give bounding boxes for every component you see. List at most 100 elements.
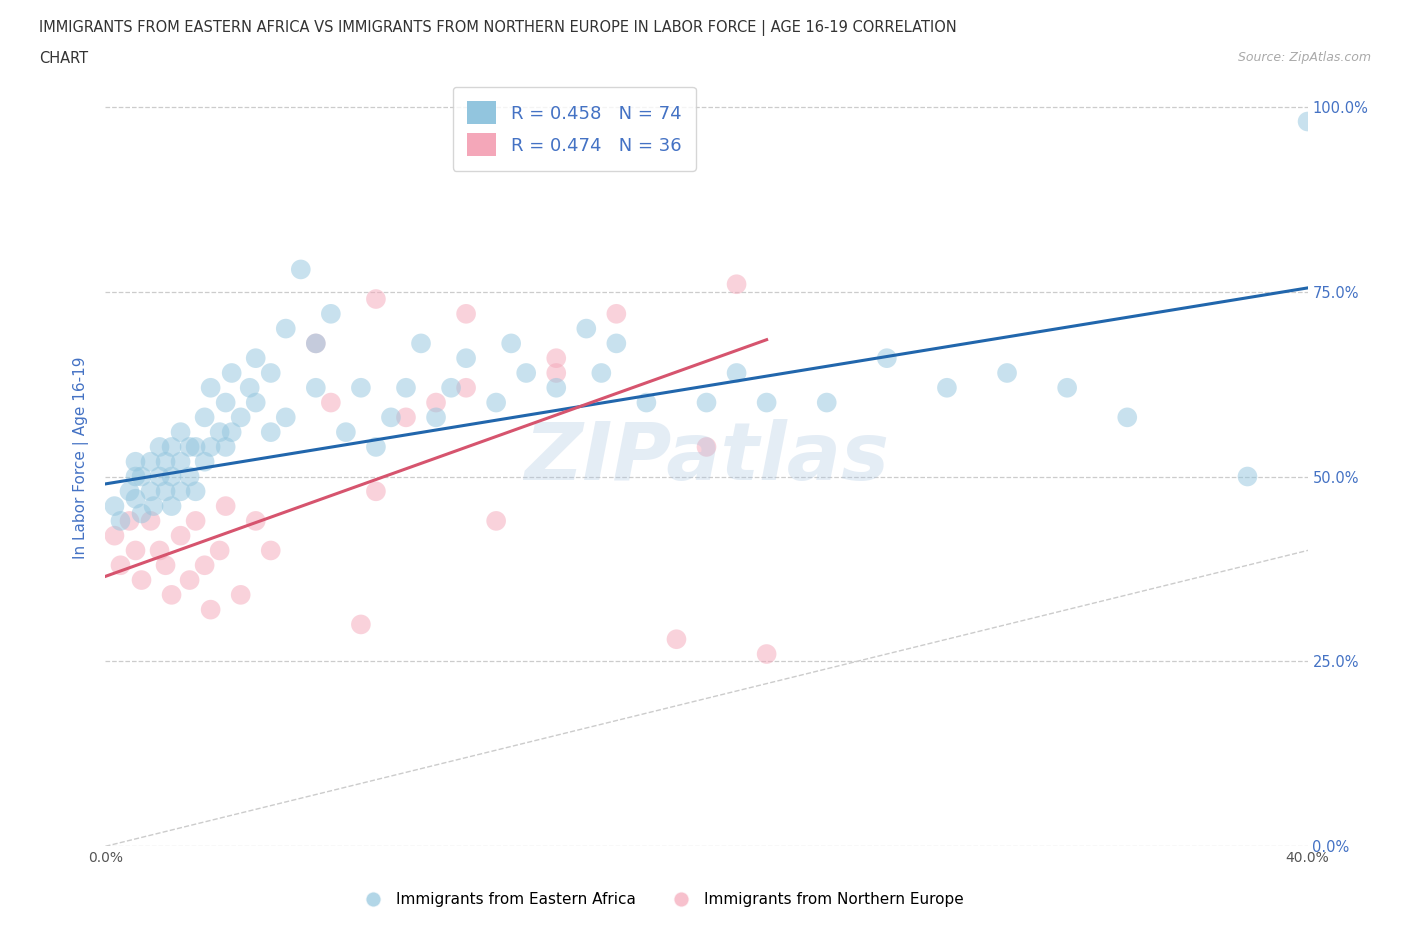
Legend: Immigrants from Eastern Africa, Immigrants from Northern Europe: Immigrants from Eastern Africa, Immigran… bbox=[352, 886, 970, 913]
Point bbox=[208, 425, 231, 440]
Point bbox=[335, 425, 357, 440]
Point bbox=[179, 440, 201, 455]
Point bbox=[148, 543, 170, 558]
Point bbox=[124, 491, 146, 506]
Point bbox=[305, 336, 328, 351]
Point bbox=[103, 498, 125, 513]
Point bbox=[350, 380, 373, 395]
Point bbox=[184, 513, 207, 528]
Point bbox=[142, 498, 165, 513]
Point bbox=[169, 454, 191, 469]
Text: CHART: CHART bbox=[39, 51, 89, 66]
Point bbox=[454, 306, 477, 321]
Point bbox=[546, 351, 568, 365]
Point bbox=[696, 440, 718, 455]
Point bbox=[118, 484, 141, 498]
Point bbox=[364, 440, 387, 455]
Point bbox=[260, 543, 283, 558]
Point bbox=[440, 380, 463, 395]
Y-axis label: In Labor Force | Age 16-19: In Labor Force | Age 16-19 bbox=[73, 357, 90, 559]
Point bbox=[274, 321, 297, 336]
Point bbox=[319, 395, 342, 410]
Point bbox=[200, 603, 222, 618]
Point bbox=[221, 365, 243, 380]
Point bbox=[179, 573, 201, 588]
Point bbox=[179, 469, 201, 484]
Point bbox=[208, 543, 231, 558]
Text: IMMIGRANTS FROM EASTERN AFRICA VS IMMIGRANTS FROM NORTHERN EUROPE IN LABOR FORCE: IMMIGRANTS FROM EASTERN AFRICA VS IMMIGR… bbox=[39, 20, 957, 36]
Point bbox=[131, 573, 153, 588]
Point bbox=[148, 469, 170, 484]
Point bbox=[194, 410, 217, 425]
Point bbox=[319, 306, 342, 321]
Point bbox=[214, 498, 236, 513]
Point bbox=[305, 380, 328, 395]
Point bbox=[591, 365, 613, 380]
Point bbox=[260, 425, 283, 440]
Point bbox=[169, 484, 191, 498]
Point bbox=[155, 558, 177, 573]
Point bbox=[103, 528, 125, 543]
Point bbox=[200, 380, 222, 395]
Point bbox=[229, 588, 252, 603]
Point bbox=[139, 513, 162, 528]
Point bbox=[485, 513, 508, 528]
Point bbox=[110, 558, 132, 573]
Point bbox=[1056, 380, 1078, 395]
Text: Source: ZipAtlas.com: Source: ZipAtlas.com bbox=[1237, 51, 1371, 64]
Point bbox=[118, 513, 141, 528]
Point bbox=[1296, 114, 1319, 129]
Point bbox=[139, 454, 162, 469]
Point bbox=[260, 365, 283, 380]
Point bbox=[148, 440, 170, 455]
Point bbox=[725, 365, 748, 380]
Legend: R = 0.458   N = 74, R = 0.474   N = 36: R = 0.458 N = 74, R = 0.474 N = 36 bbox=[453, 86, 696, 171]
Point bbox=[155, 454, 177, 469]
Point bbox=[290, 262, 312, 277]
Point bbox=[454, 380, 477, 395]
Point bbox=[245, 351, 267, 365]
Point bbox=[1236, 469, 1258, 484]
Point bbox=[755, 646, 778, 661]
Point bbox=[454, 351, 477, 365]
Point bbox=[124, 543, 146, 558]
Point bbox=[936, 380, 959, 395]
Point bbox=[155, 484, 177, 498]
Point bbox=[214, 440, 236, 455]
Point bbox=[229, 410, 252, 425]
Point bbox=[184, 484, 207, 498]
Point bbox=[169, 528, 191, 543]
Point bbox=[110, 513, 132, 528]
Point bbox=[160, 440, 183, 455]
Point bbox=[364, 292, 387, 307]
Point bbox=[124, 469, 146, 484]
Point bbox=[380, 410, 402, 425]
Point bbox=[395, 380, 418, 395]
Point bbox=[876, 351, 898, 365]
Point bbox=[546, 365, 568, 380]
Point bbox=[131, 506, 153, 521]
Point bbox=[425, 395, 447, 410]
Point bbox=[194, 558, 217, 573]
Point bbox=[395, 410, 418, 425]
Point bbox=[409, 336, 432, 351]
Point bbox=[755, 395, 778, 410]
Point bbox=[160, 469, 183, 484]
Point bbox=[194, 454, 217, 469]
Point bbox=[605, 336, 627, 351]
Point bbox=[546, 380, 568, 395]
Point bbox=[245, 395, 267, 410]
Point bbox=[305, 336, 328, 351]
Point bbox=[605, 306, 627, 321]
Point bbox=[995, 365, 1018, 380]
Point bbox=[350, 617, 373, 631]
Point bbox=[425, 410, 447, 425]
Point bbox=[214, 395, 236, 410]
Point bbox=[515, 365, 537, 380]
Point bbox=[696, 395, 718, 410]
Point bbox=[239, 380, 262, 395]
Point bbox=[169, 425, 191, 440]
Point bbox=[160, 498, 183, 513]
Point bbox=[501, 336, 523, 351]
Point bbox=[160, 588, 183, 603]
